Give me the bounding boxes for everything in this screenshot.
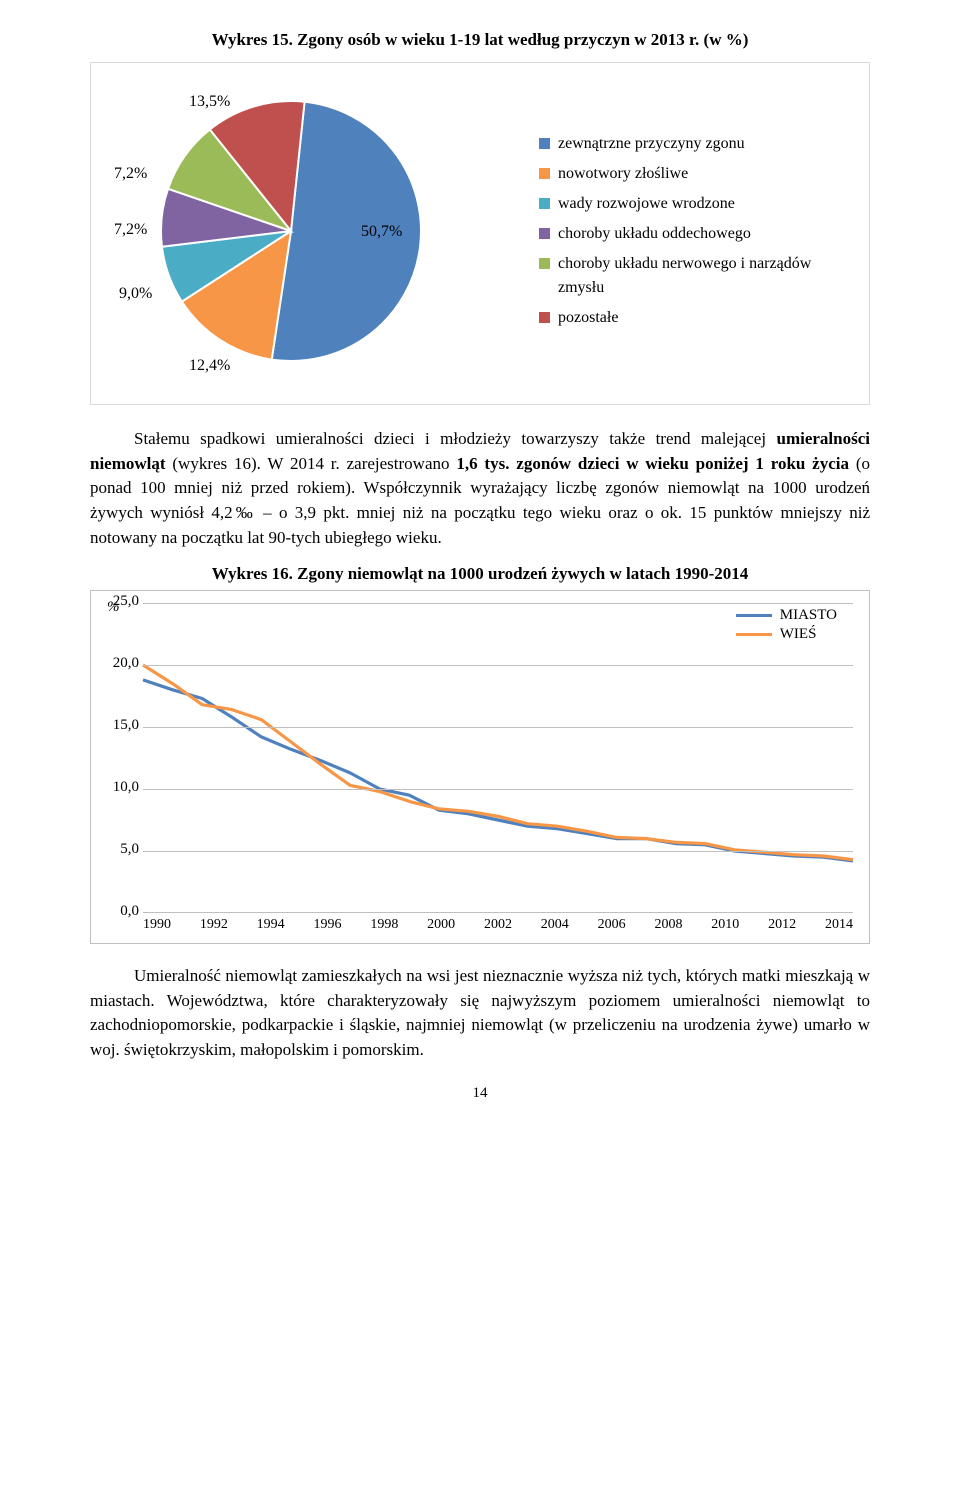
x-tick-label: 2008 (654, 917, 682, 933)
pie-legend-item: pozostałe (539, 306, 859, 330)
para2-text: Umieralność niemowląt zamieszkałych na w… (90, 966, 870, 1059)
pie-chart-title: Wykres 15. Zgony osób w wieku 1-19 lat w… (90, 30, 870, 50)
pie-legend-item: nowotwory złośliwe (539, 162, 859, 186)
x-tick-label: 2012 (768, 917, 796, 933)
pie-slice-label: 13,5% (189, 93, 230, 111)
legend-label: pozostałe (558, 306, 618, 330)
legend-label: choroby układu nerwowego i narządów zmys… (558, 252, 859, 300)
legend-swatch (539, 138, 550, 149)
line-series (143, 680, 853, 861)
x-tick-label: 2006 (598, 917, 626, 933)
pie-chart: 50,7% 13,5% 7,2% 7,2% 9,0% 12,4% (101, 81, 531, 386)
y-axis-labels: 0,0 5,0 10,0 15,0 20,0 25,0 (97, 591, 139, 919)
legend-swatch (539, 228, 550, 239)
body-paragraph-2: Umieralność niemowląt zamieszkałych na w… (90, 964, 870, 1063)
pie-legend-item: choroby układu oddechowego (539, 222, 859, 246)
grid-line (143, 851, 853, 852)
x-tick-label: 2014 (825, 917, 853, 933)
x-tick-label: 1994 (257, 917, 285, 933)
y-tick-label: 5,0 (120, 841, 139, 858)
x-tick-label: 2010 (711, 917, 739, 933)
legend-label: choroby układu oddechowego (558, 222, 751, 246)
x-axis-labels: 1990 1992 1994 1996 1998 2000 2002 2004 2006 2008… (143, 917, 853, 933)
pie-chart-panel: 50,7% 13,5% 7,2% 7,2% 9,0% 12,4% zewnątrzne p… (90, 62, 870, 405)
y-tick-label: 15,0 (113, 717, 139, 734)
x-tick-label: 2002 (484, 917, 512, 933)
pie-slice-label: 7,2% (114, 221, 147, 239)
bold-text: 1,6 tys. zgonów dzieci w wieku poniżej 1… (456, 454, 849, 473)
text: (wykres 16). W 2014 r. zarejestrowano (166, 454, 457, 473)
text: Stałemu spadkowi umieralności dzieci i m… (134, 429, 777, 448)
x-tick-label: 1996 (313, 917, 341, 933)
body-paragraph-1: Stałemu spadkowi umieralności dzieci i m… (90, 427, 870, 550)
legend-label: wady rozwojowe wrodzone (558, 192, 735, 216)
line-chart-panel: % MIASTOWIEŚ 1990 1992 1994 1996 1998 2000 200… (90, 590, 870, 944)
pie-legend: zewnątrzne przyczyny zgonu nowotwory złoś… (539, 132, 859, 336)
pie-slice-label: 9,0% (119, 285, 152, 303)
x-tick-label: 2004 (541, 917, 569, 933)
grid-line (143, 789, 853, 790)
legend-label: zewnątrzne przyczyny zgonu (558, 132, 745, 156)
grid-line (143, 727, 853, 728)
line-chart-svg (143, 603, 853, 913)
x-tick-label: 2000 (427, 917, 455, 933)
pie-legend-item: wady rozwojowe wrodzone (539, 192, 859, 216)
x-tick-label: 1998 (370, 917, 398, 933)
pie-legend-item: choroby układu nerwowego i narządów zmys… (539, 252, 859, 300)
pie-legend-item: zewnątrzne przyczyny zgonu (539, 132, 859, 156)
pie-slice-label: 12,4% (189, 357, 230, 375)
grid-line (143, 603, 853, 604)
x-tick-label: 1990 (143, 917, 171, 933)
y-tick-label: 0,0 (120, 903, 139, 920)
y-tick-label: 20,0 (113, 655, 139, 672)
y-tick-label: 10,0 (113, 779, 139, 796)
legend-swatch (539, 312, 550, 323)
line-chart-title: Wykres 16. Zgony niemowląt na 1000 urodz… (90, 564, 870, 584)
legend-swatch (539, 258, 550, 269)
page-number: 14 (90, 1085, 870, 1102)
line-series (143, 665, 853, 860)
line-chart-plot: % MIASTOWIEŚ (143, 603, 853, 913)
grid-line (143, 665, 853, 666)
x-tick-label: 1992 (200, 917, 228, 933)
legend-swatch (539, 168, 550, 179)
y-tick-label: 25,0 (113, 593, 139, 610)
legend-label: nowotwory złośliwe (558, 162, 688, 186)
pie-slice-label: 50,7% (361, 223, 402, 241)
pie-slice-label: 7,2% (114, 165, 147, 183)
legend-swatch (539, 198, 550, 209)
